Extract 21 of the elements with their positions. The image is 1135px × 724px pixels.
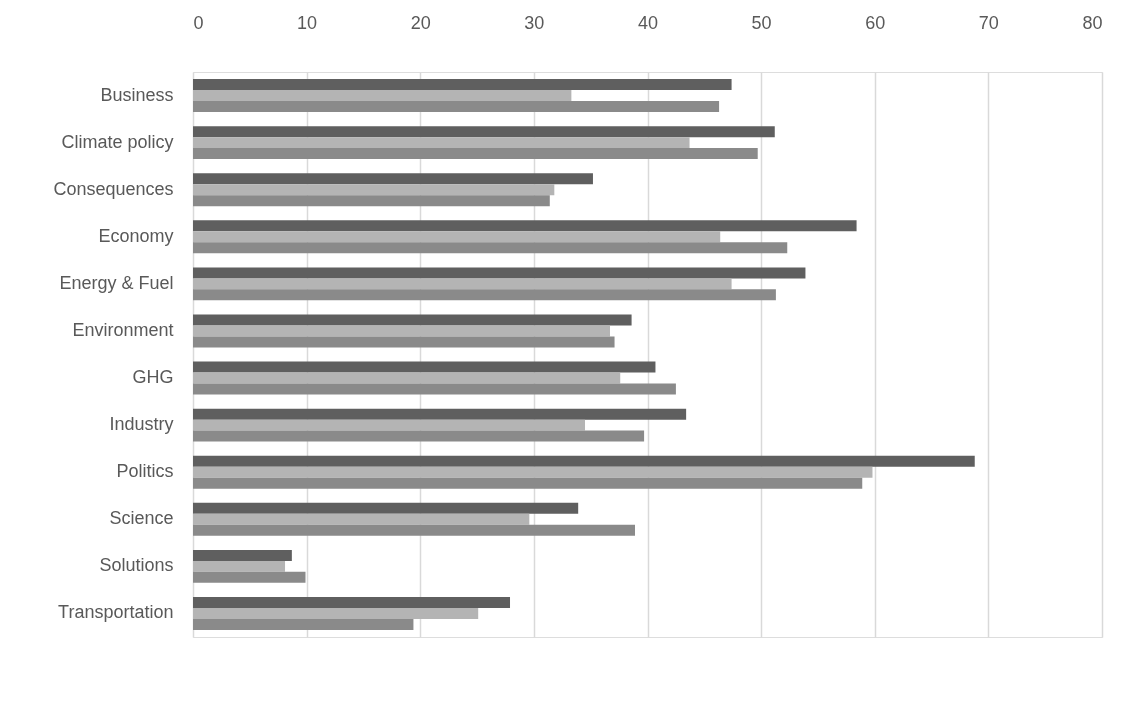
y-tick-label: Science [109,508,174,529]
x-tick-label: 70 [978,12,999,33]
y-tick-label: GHG [132,367,174,388]
x-tick-label: 50 [751,12,772,33]
y-tick-label: Solutions [99,555,174,576]
x-tick-label: 10 [297,12,318,33]
y-tick-label: Transportation [58,602,174,623]
y-tick-label: Business [100,84,174,105]
y-tick-label: Consequences [53,178,174,199]
y-tick-label: Economy [98,225,174,246]
x-tick-label: 80 [1082,12,1103,33]
y-tick-label: Politics [116,461,174,482]
y-tick-label: Climate policy [61,131,174,152]
y-tick-label: Industry [109,414,174,435]
y-tick-label: Environment [72,319,174,340]
x-tick-label: 20 [410,12,431,33]
y-tick-label: Energy & Fuel [59,272,174,293]
x-tick-label: 60 [865,12,886,33]
x-tick-label: 30 [524,12,545,33]
x-tick-label: 0 [193,12,204,33]
x-tick-label: 40 [637,12,659,33]
